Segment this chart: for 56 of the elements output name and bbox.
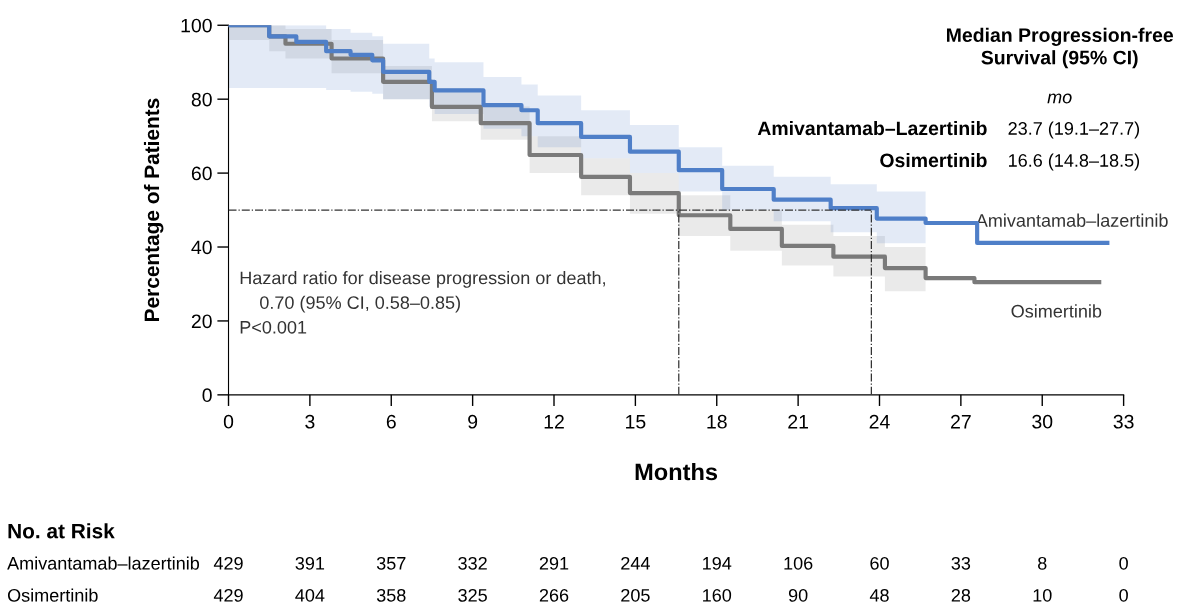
- x-tick-label: 9: [468, 414, 478, 429]
- text: 28: [951, 588, 971, 602]
- y-axis-title: Percentage of Patients: [143, 98, 164, 321]
- y-tick-label: 80: [191, 92, 212, 107]
- annotation: Amivantamab–Lazertinib: [757, 120, 987, 136]
- text: 0: [1119, 556, 1128, 570]
- series-label: Amivantamab–lazertinib: [975, 213, 1168, 227]
- text: 90: [788, 588, 808, 602]
- x-axis-title: Months: [635, 462, 718, 481]
- text: 106: [784, 556, 813, 570]
- x-tick-label: 3: [305, 414, 315, 429]
- text: 332: [458, 556, 487, 570]
- text: 358: [376, 588, 406, 602]
- text: 160: [703, 588, 732, 602]
- annotation: Osimertinib: [880, 152, 987, 168]
- x-tick-label: 0: [223, 414, 234, 429]
- y-tick-label: 0: [202, 388, 212, 403]
- x-tick-label: 27: [951, 414, 971, 429]
- y-tick-label: 60: [191, 166, 212, 181]
- annotation: 16.6 (14.8–18.5): [1009, 153, 1140, 171]
- text: Amivantamab–lazertinib: [7, 556, 200, 570]
- annotation: Hazard ratio for disease progression or death, 0.70 (95% CI, 0.58–0.85) P<0.001: [240, 271, 605, 334]
- text: 404: [295, 588, 325, 602]
- y-tick-label: 100: [181, 18, 212, 33]
- series-label: Osimertinib: [1011, 304, 1102, 318]
- annotation: Median Progression-free Survival (95% CI): [946, 27, 1174, 69]
- x-tick-label: 6: [386, 414, 396, 429]
- text: 244: [621, 556, 650, 570]
- text: 60: [870, 556, 889, 570]
- x-tick-label: 30: [1032, 414, 1053, 429]
- y-tick-label: 40: [191, 240, 212, 255]
- x-tick-label: 15: [626, 415, 646, 429]
- text: 8: [1038, 556, 1047, 570]
- x-tick-label: 12: [544, 414, 564, 429]
- text: 48: [869, 588, 889, 602]
- text: No. at Risk: [8, 523, 115, 539]
- annotation: mo: [1047, 93, 1072, 104]
- text: 429: [213, 556, 243, 570]
- text: Osimertinib: [7, 588, 98, 602]
- x-tick-label: 18: [707, 414, 727, 429]
- text: 194: [703, 556, 732, 570]
- x-tick-label: 24: [869, 414, 890, 429]
- text: 429: [213, 588, 243, 602]
- text: 291: [539, 556, 569, 570]
- x-tick-label: 21: [788, 414, 808, 429]
- annotation: 23.7 (19.1–27.7): [1008, 121, 1140, 139]
- text: 357: [376, 556, 406, 570]
- text: 205: [621, 588, 650, 602]
- x-tick-label: 33: [1113, 414, 1134, 429]
- y-tick-label: 20: [191, 314, 212, 329]
- text: 33: [951, 556, 971, 570]
- text: 10: [1033, 588, 1052, 602]
- text: 266: [539, 588, 569, 602]
- text: 0: [1119, 588, 1128, 602]
- text: 325: [458, 588, 487, 602]
- text: 391: [295, 556, 325, 570]
